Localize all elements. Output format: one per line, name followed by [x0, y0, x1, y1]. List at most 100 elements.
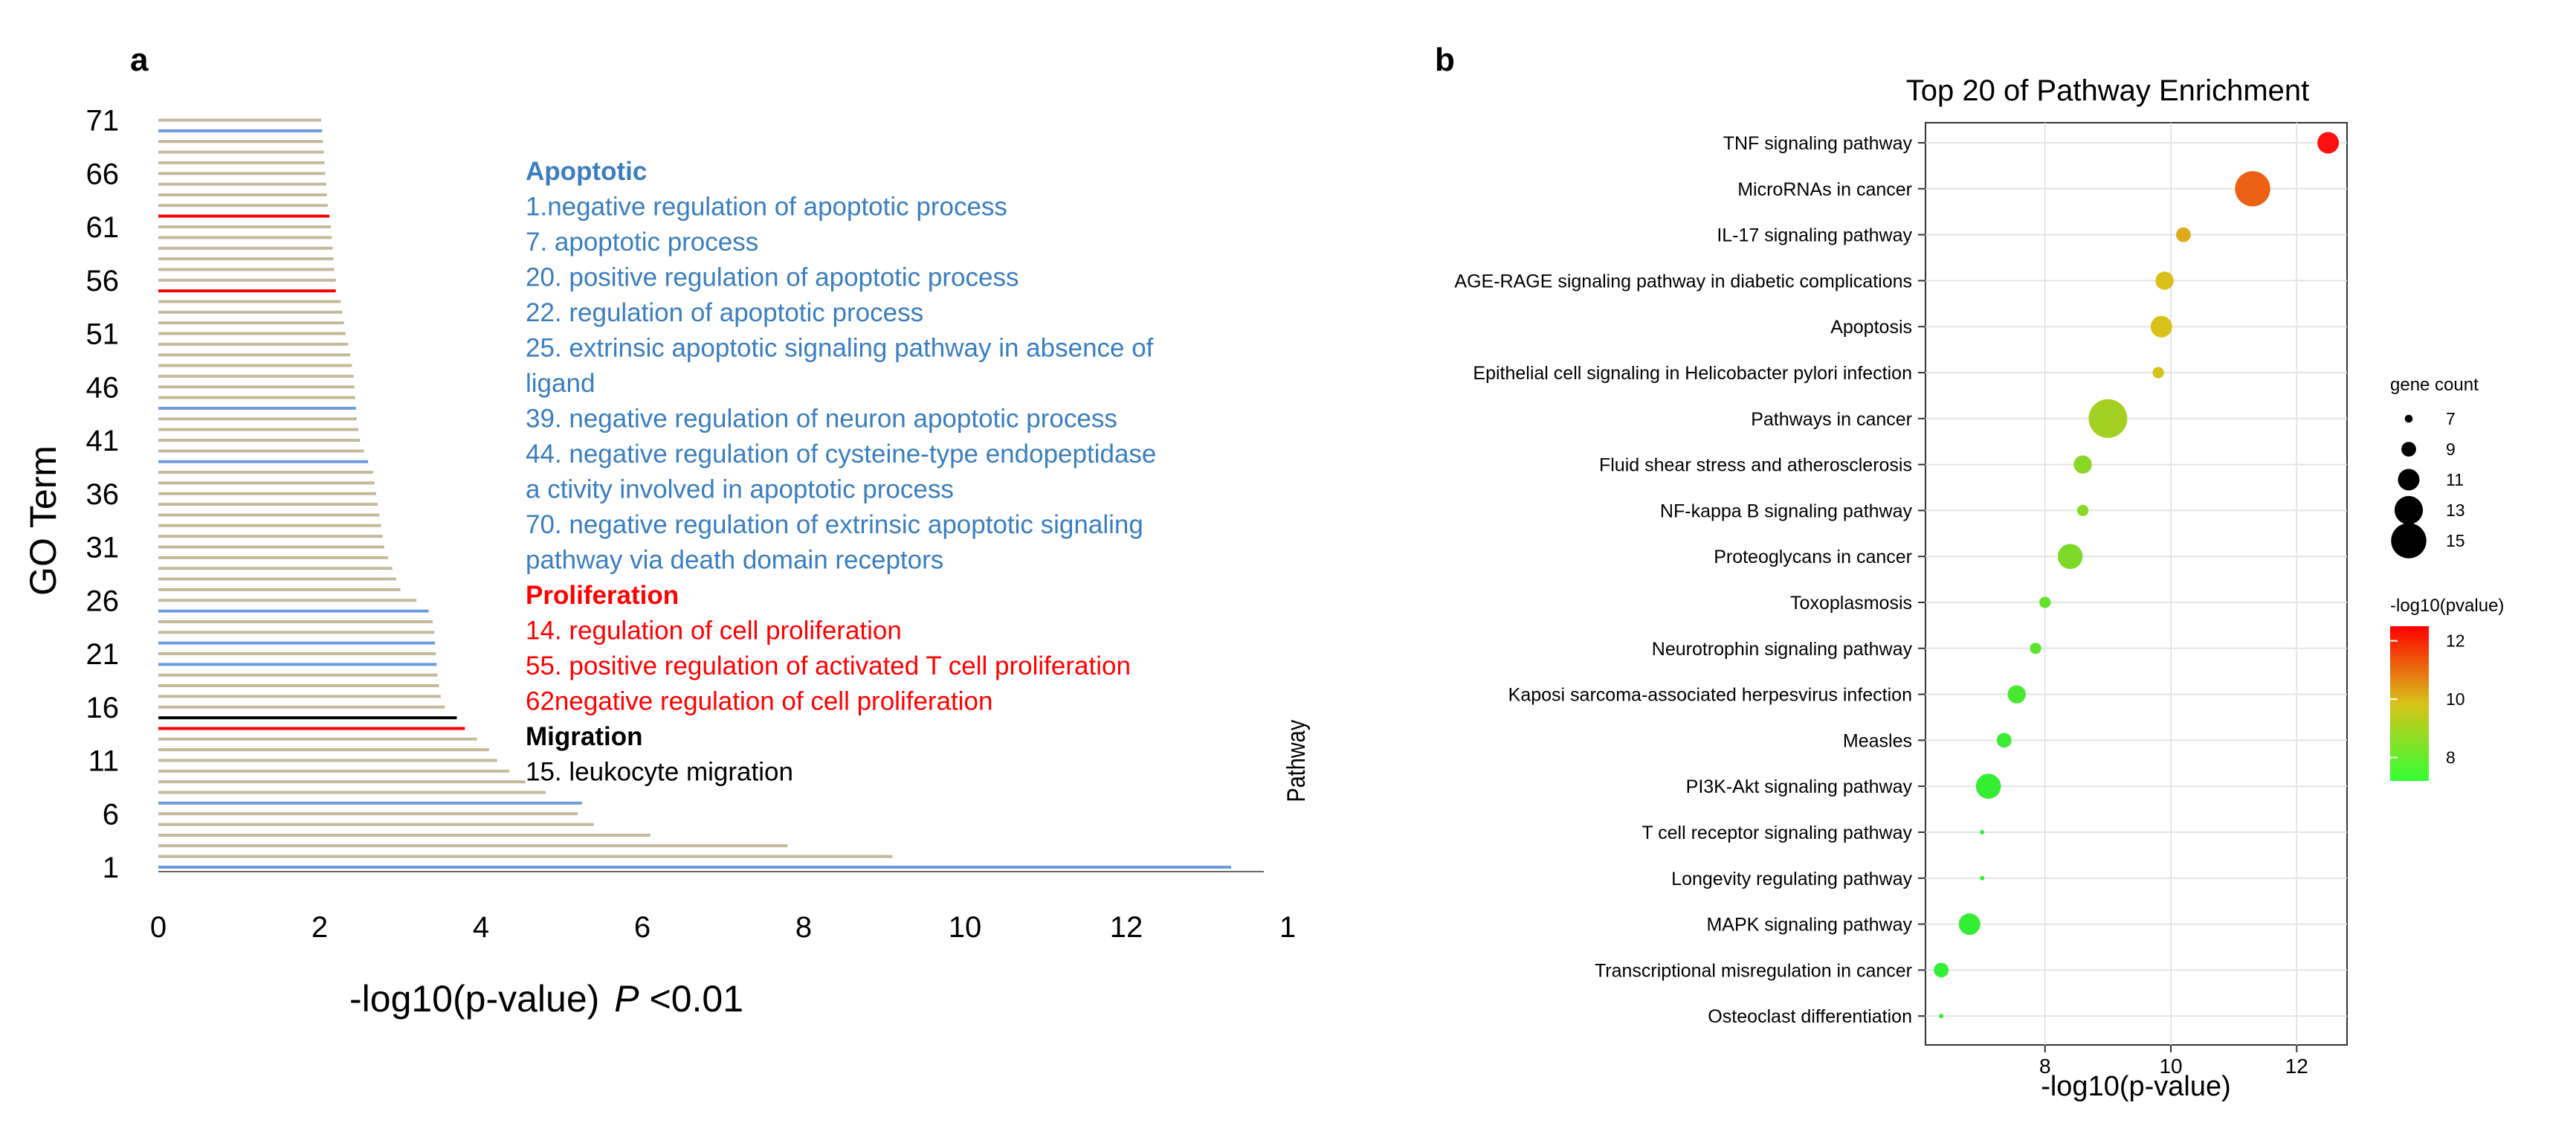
pathway-label: PI3K-Akt signaling pathway [1686, 776, 1913, 797]
x-tick-label: 2 [311, 911, 328, 944]
panel-a-label: a [130, 42, 149, 78]
size-legend-dot [2391, 523, 2427, 559]
y-tick-label: 36 [86, 478, 120, 511]
annotation-heading: Apoptotic [526, 157, 647, 186]
pathway-label: Epithelial cell signaling in Helicobacte… [1473, 363, 1912, 384]
x-tick-labels: 8 10 12 [2039, 1045, 2308, 1078]
y-tick-label: 51 [86, 318, 120, 351]
bubble [2235, 171, 2270, 207]
bubble-series [1934, 132, 2340, 1019]
bubble [1975, 773, 2001, 799]
annotation-line: 70. negative regulation of extrinsic apo… [526, 510, 1143, 539]
pathway-label: MicroRNAs in cancer [1737, 179, 1912, 200]
size-legend-label: 9 [2446, 440, 2456, 459]
y-axis-title: GO Term [22, 445, 64, 596]
y-tick-label: 1 [103, 852, 119, 884]
bubble [2088, 399, 2128, 438]
bubble [1934, 962, 1949, 978]
size-legend-label: 7 [2446, 409, 2456, 428]
size-legend-label: 15 [2446, 531, 2465, 550]
bubble [2076, 504, 2089, 517]
y-tick-label: 6 [103, 798, 119, 831]
pathway-label: MAPK signaling pathway [1706, 915, 1912, 936]
bubble [2007, 685, 2026, 704]
annotation-line: 39. negative regulation of neuron apopto… [526, 405, 1117, 434]
annotation-line: ligand [526, 369, 595, 398]
annotation-line: a ctivity involved in apoptotic process [526, 475, 954, 504]
bubble [1939, 1014, 1944, 1019]
x-tick-labels: 0 2 4 6 8 10 12 1 [150, 911, 1296, 944]
bar-series [158, 118, 1232, 869]
color-legend-title: -log10(pvalue) [2390, 596, 2504, 616]
y-tick-label: 61 [86, 211, 120, 244]
bubble [2039, 596, 2051, 608]
y-tick-label: 26 [86, 585, 120, 617]
x-axis-title: -log10(p-value) [2041, 1071, 2231, 1102]
annotation-line: 44. negative regulation of cysteine-type… [526, 440, 1156, 469]
size-legend-label: 11 [2446, 470, 2464, 489]
y-tick-label: 11 [88, 745, 119, 778]
pathway-label: T cell receptor signaling pathway [1642, 823, 1912, 843]
annotation-line: 7. apoptotic process [526, 228, 758, 257]
x-tick-label: 8 [2039, 1055, 2051, 1078]
color-legend-label: 10 [2446, 689, 2465, 709]
bubble [2150, 315, 2172, 338]
y-tick-label: 16 [86, 692, 120, 724]
pathway-label: Kaposi sarcoma-associated herpesvirus in… [1508, 685, 1912, 706]
x-tick-label: 6 [634, 911, 651, 944]
bubble [1980, 830, 1985, 834]
annotation-line: 25. extrinsic apoptotic signaling pathwa… [526, 334, 1154, 363]
color-legend-label: 12 [2446, 631, 2465, 651]
color-legend-ticks: 8 10 12 [2390, 631, 2465, 768]
bubble [1996, 733, 2012, 748]
size-legend: 7 9 11 13 15 [2391, 409, 2465, 559]
annotation-heading: Migration [526, 722, 642, 751]
pathway-labels: TNF signaling pathway MicroRNAs in cancer… [1454, 133, 1925, 1027]
x-axis-title-p: P [614, 978, 639, 1020]
y-tick-label: 56 [86, 265, 120, 297]
x-tick-label: 0 [150, 911, 167, 944]
bubble [2176, 227, 2191, 242]
color-legend-bar [2390, 626, 2429, 781]
pathway-label: IL-17 signaling pathway [1717, 225, 1912, 246]
y-tick-label: 71 [86, 105, 120, 138]
annotation-line: 20. positive regulation of apoptotic pro… [526, 263, 1019, 292]
chart-title: Top 20 of Pathway Enrichment [1906, 74, 2310, 107]
y-tick-label: 66 [86, 158, 120, 190]
pathway-label: Pathways in cancer [1751, 409, 1912, 430]
size-legend-label: 13 [2446, 501, 2465, 520]
x-tick-label: 12 [2285, 1055, 2308, 1078]
color-legend-label: 8 [2446, 748, 2456, 768]
pathway-label: Apoptosis [1830, 317, 1912, 338]
x-tick-label: 10 [2159, 1055, 2182, 1078]
annotation-line: 14. regulation of cell proliferation [526, 617, 902, 646]
y-tick-label: 31 [86, 532, 120, 564]
size-legend-title: gene count [2390, 375, 2479, 395]
bubble [2073, 455, 2092, 474]
pathway-label: Osteoclast differentiation [1708, 1006, 1912, 1027]
y-tick-label: 46 [86, 371, 120, 404]
x-tick-label: 4 [473, 911, 489, 944]
pathway-label: AGE-RAGE signaling pathway in diabetic c… [1454, 271, 1912, 292]
pathway-label: Proteoglycans in cancer [1714, 547, 1912, 567]
annotation-line: 55. positive regulation of activated T c… [526, 651, 1131, 680]
y-tick-label: 21 [86, 638, 120, 671]
y-tick-label: 41 [86, 425, 120, 457]
pathway-label: Measles [1843, 730, 1912, 751]
x-tick-label: 8 [795, 911, 812, 944]
bubble [2030, 643, 2041, 654]
plot-area [1925, 122, 2348, 1046]
size-legend-dot [2398, 469, 2420, 491]
x-tick-label: 12 [1110, 911, 1143, 944]
gridlines [1925, 123, 2347, 1045]
pathway-label: Fluid shear stress and atherosclerosis [1599, 455, 1912, 476]
y-axis-title: Pathway [1282, 720, 1311, 802]
size-legend-dot [2404, 414, 2413, 423]
x-tick-label: 1 [1279, 911, 1296, 944]
bubble [2057, 544, 2083, 569]
pathway-label: TNF signaling pathway [1723, 133, 1913, 154]
pathway-label: Neurotrophin signaling pathway [1652, 639, 1913, 660]
